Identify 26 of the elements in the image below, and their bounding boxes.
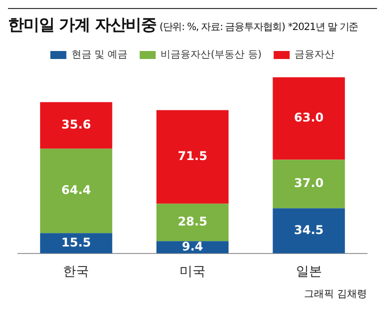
data-label: 35.6 <box>61 118 91 132</box>
bar <box>156 110 229 204</box>
data-label: 9.4 <box>182 239 204 254</box>
chart-title: 한미일 가계 자산비중 <box>8 15 157 36</box>
bar <box>40 148 112 234</box>
chart-subtitle: (단위: %, 자료: 금융투자협회) <box>160 21 285 34</box>
x-tick-label: 미국 <box>180 264 206 280</box>
x-tick-label: 일본 <box>296 264 322 280</box>
bar <box>40 102 112 149</box>
bar <box>156 204 229 242</box>
data-label: 15.5 <box>61 235 91 250</box>
legend-label: 비금융자산(부동산 등) <box>160 50 262 61</box>
text: 그래픽 김채령 <box>304 289 367 300</box>
data-label: 37.0 <box>294 176 324 190</box>
legend-label: 현금 및 예금 <box>71 50 128 61</box>
data-label: 28.5 <box>178 214 208 229</box>
data-label: 71.5 <box>178 149 208 164</box>
x-tick-label: 한국 <box>63 264 90 280</box>
legend-label: 금융자산 <box>294 50 335 61</box>
text: *2021년 말 기준 <box>288 21 358 34</box>
data-label: 64.4 <box>61 183 91 198</box>
bar <box>272 208 345 254</box>
bar <box>272 77 345 160</box>
data-label: 34.5 <box>294 222 324 237</box>
bar <box>272 160 345 208</box>
data-label: 63.0 <box>294 110 324 125</box>
